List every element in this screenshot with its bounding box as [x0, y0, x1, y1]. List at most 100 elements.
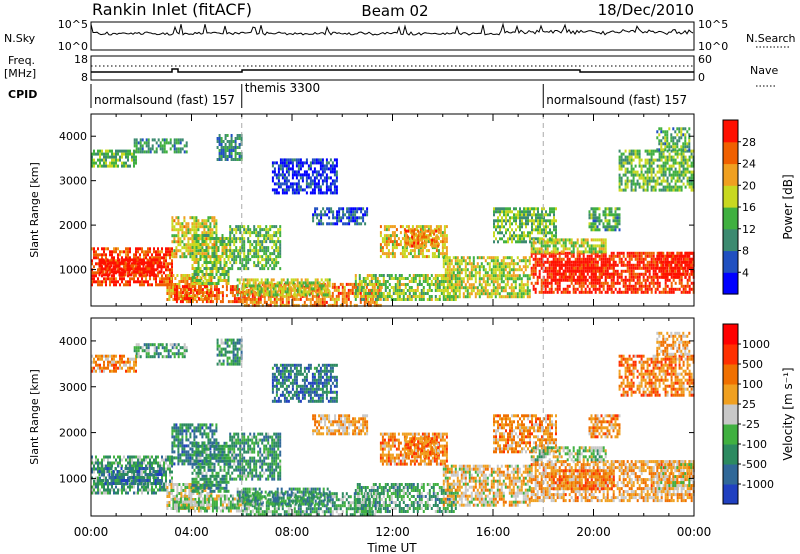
y-tick-label: 3000	[59, 381, 87, 394]
scatter-region	[271, 363, 338, 403]
scatter-region	[530, 446, 607, 462]
scatter-region	[91, 149, 137, 168]
scatter-region	[312, 207, 369, 226]
colorbar-tick-label: -25	[742, 418, 760, 431]
colorbar-swatch	[723, 384, 738, 405]
power-panel: 1000 2000 3000 4000 Slant Range [km] 4 8 12 16…	[28, 113, 795, 307]
colorbar-tick-label: 16	[742, 201, 756, 214]
scatter-region	[191, 441, 230, 493]
colorbar-tick-label: 24	[742, 158, 756, 171]
x-tick-label: 04:00	[174, 525, 209, 539]
scatter-region	[216, 134, 243, 161]
nsearch-tick-bottom: 10^0	[698, 40, 728, 53]
nsky-label: N.Sky	[4, 32, 36, 45]
cpid-segment-label: normalsound (fast) 157	[94, 93, 235, 107]
colorbar-tick-label: -1000	[742, 478, 774, 491]
colorbar-swatch	[723, 364, 738, 385]
colorbar-swatch	[723, 272, 738, 295]
scatter-region	[405, 437, 440, 459]
station-title: Rankin Inlet (fitACF)	[92, 0, 252, 19]
nsearch-label: N.Search	[746, 32, 796, 45]
colorbar-tick-label: 1000	[742, 338, 770, 351]
colorbar-swatch	[723, 250, 738, 273]
freq-label: Freq.	[8, 54, 35, 67]
colorbar-swatch	[723, 163, 738, 186]
scatter-region	[530, 238, 607, 254]
nsearch-tick-top: 10^5	[698, 18, 728, 31]
colorbar-swatch	[723, 464, 738, 485]
scatter-region	[171, 216, 218, 259]
cpid-label: CPID	[8, 88, 37, 101]
colorbar-swatch	[723, 141, 738, 165]
scatter-region	[133, 343, 188, 359]
colorbar-swatch	[723, 424, 738, 445]
time-axis: 00:00 04:00 08:00 12:00 16:00 20:00 00:00	[74, 525, 712, 539]
colorbar-tick-label: 25	[742, 398, 756, 411]
scatter-region	[98, 467, 163, 485]
scatter-region	[236, 487, 331, 506]
x-tick-label: 08:00	[275, 525, 310, 539]
freq-unit: [MHz]	[4, 67, 36, 80]
colorbar-swatch	[723, 404, 738, 425]
colorbar-tick-label: 500	[742, 358, 763, 371]
scatter-region	[405, 229, 440, 248]
y-tick-label: 3000	[59, 175, 87, 188]
scatter-region	[312, 414, 369, 436]
y-tick-label: 4000	[59, 335, 87, 348]
scatter-region	[173, 494, 256, 513]
scatter-region	[656, 251, 695, 279]
colorbar-swatch	[723, 207, 738, 230]
cpid-strip: CPID normalsound (fast) 157 themis 3300 no…	[8, 81, 687, 108]
scatter-region	[588, 207, 621, 232]
colorbar-swatch	[723, 228, 738, 252]
scatter-region	[173, 285, 256, 304]
y-tick-label: 1000	[59, 264, 87, 277]
scatter-region	[618, 354, 695, 397]
scatter-region	[354, 483, 457, 513]
scatter-region	[216, 338, 243, 366]
scatter-region	[550, 260, 615, 282]
colorbar-swatch	[723, 324, 738, 345]
colorbar-tick-label: 100	[742, 378, 763, 391]
colorbar-tick-label: -500	[742, 458, 767, 471]
scatter-region	[550, 469, 615, 491]
x-tick-label: 20:00	[576, 525, 611, 539]
x-tick-label: 16:00	[476, 525, 511, 539]
scatter-region	[191, 234, 230, 285]
power-y-label: Slant Range [km]	[28, 162, 41, 258]
freq-tick-top: 18	[74, 53, 88, 66]
y-tick-label: 4000	[59, 130, 87, 143]
freq-tick-bottom: 8	[81, 71, 88, 84]
scatter-region	[493, 414, 557, 454]
scatter-region	[493, 207, 557, 244]
colorbar-swatch	[723, 344, 738, 365]
colorbar-swatch	[723, 444, 738, 465]
scatter-region	[442, 256, 531, 299]
freq-line	[91, 68, 694, 73]
colorbar-title: Power [dB]	[781, 174, 795, 239]
y-tick-label: 2000	[59, 219, 87, 232]
x-tick-label: 00:00	[677, 525, 712, 539]
colorbar-tick-label: 4	[742, 266, 749, 279]
time-axis-title: Time UT	[366, 541, 417, 554]
scatter-region	[229, 225, 282, 271]
x-tick-label: 00:00	[74, 525, 109, 539]
colorbar-tick-label: 28	[742, 136, 756, 149]
velocity-y-label: Slant Range [km]	[28, 369, 41, 465]
scatter-region	[354, 274, 457, 301]
colorbar-swatch	[723, 185, 738, 208]
y-tick-label: 2000	[59, 427, 87, 440]
nsky-tick-bottom: 10^0	[58, 40, 88, 53]
scatter-region	[229, 432, 282, 481]
scatter-region	[236, 278, 331, 297]
cpid-segment-label: normalsound (fast) 157	[546, 93, 687, 107]
scatter-region	[656, 127, 691, 152]
colorbar-swatch	[723, 120, 738, 143]
scatter-region	[98, 258, 163, 277]
x-tick-label: 12:00	[375, 525, 410, 539]
scatter-region	[271, 158, 338, 195]
scatter-region	[618, 149, 695, 192]
nave-label: Nave	[750, 64, 778, 77]
cpid-segment-label: themis 3300	[245, 81, 320, 95]
nave-tick-top: 60	[698, 53, 712, 66]
